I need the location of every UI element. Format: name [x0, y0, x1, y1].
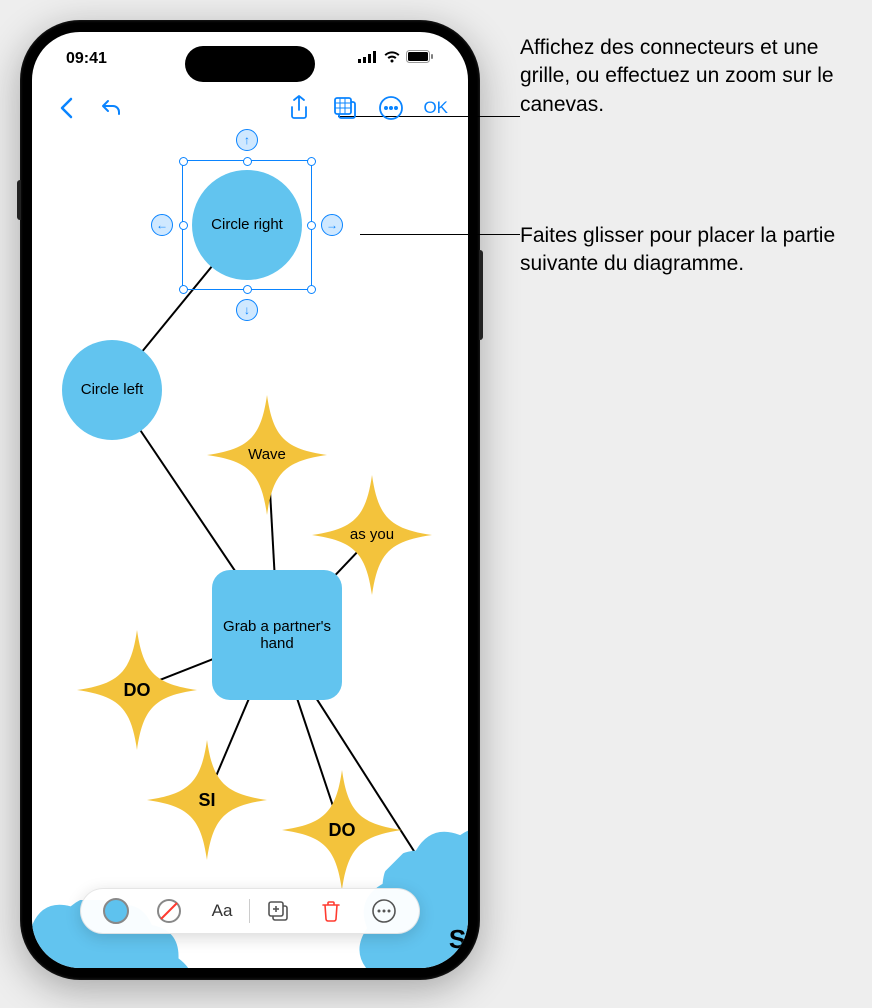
no-stroke-button[interactable]: [144, 889, 195, 933]
resize-handle[interactable]: [179, 157, 188, 166]
diagram-canvas[interactable]: Circle right ↑ ↓ ← → Circle left Grab a partne…: [32, 130, 468, 968]
node-label: Grab a partner's hand: [222, 618, 332, 653]
share-button[interactable]: [279, 88, 319, 128]
node-label: SI: [198, 790, 215, 811]
diagram-node-wave[interactable]: Wave: [207, 395, 327, 515]
node-label: Circle right: [211, 216, 283, 233]
node-label: DO: [124, 680, 151, 701]
text-style-button[interactable]: Aa: [197, 889, 248, 933]
status-time: 09:41: [66, 50, 107, 68]
callout-line: [360, 234, 520, 235]
fill-color-button[interactable]: [91, 889, 142, 933]
resize-handle[interactable]: [307, 157, 316, 166]
back-button[interactable]: [46, 88, 86, 128]
wifi-icon: [383, 50, 401, 68]
diagram-node-si[interactable]: SI: [147, 740, 267, 860]
battery-icon: [406, 50, 434, 68]
resize-handle[interactable]: [307, 285, 316, 294]
node-label: as you: [350, 526, 394, 543]
duplicate-button[interactable]: [252, 889, 303, 933]
resize-handle[interactable]: [243, 157, 252, 166]
callout-canvas-options: Affichez des connecteurs et une grille, …: [520, 34, 850, 119]
callout-drag-handle: Faites glisser pour placer la partie sui…: [520, 222, 850, 279]
diagram-node-do1[interactable]: DO: [77, 630, 197, 750]
add-connector-handle-bottom[interactable]: ↓: [236, 299, 258, 321]
add-connector-handle-top[interactable]: ↑: [236, 129, 258, 151]
undo-button[interactable]: [92, 88, 132, 128]
resize-handle[interactable]: [307, 221, 316, 230]
node-label: Circle left: [81, 381, 144, 398]
add-connector-handle-right[interactable]: →: [321, 214, 343, 236]
shape-more-button[interactable]: [358, 889, 409, 933]
ok-button[interactable]: OK: [417, 98, 454, 118]
node-label: Say: [449, 925, 468, 955]
diagram-node-circle_right[interactable]: Circle right: [192, 170, 302, 280]
diagram-node-circle_left[interactable]: Circle left: [62, 340, 162, 440]
phone-frame: 09:41: [20, 20, 480, 980]
canvas-options-button[interactable]: [325, 88, 365, 128]
cellular-icon: [358, 50, 378, 68]
screen: 09:41: [32, 32, 468, 968]
diagram-node-asyou[interactable]: as you: [312, 475, 432, 595]
resize-handle[interactable]: [179, 285, 188, 294]
shape-toolbar: Aa: [80, 888, 420, 934]
resize-handle[interactable]: [179, 221, 188, 230]
more-button[interactable]: [371, 88, 411, 128]
node-label: DO: [329, 820, 356, 841]
add-connector-handle-left[interactable]: ←: [151, 214, 173, 236]
dynamic-island: [185, 46, 315, 82]
separator: [249, 899, 250, 923]
delete-button[interactable]: [305, 889, 356, 933]
resize-handle[interactable]: [243, 285, 252, 294]
node-label: Wave: [248, 446, 286, 463]
top-toolbar: OK: [32, 86, 468, 130]
